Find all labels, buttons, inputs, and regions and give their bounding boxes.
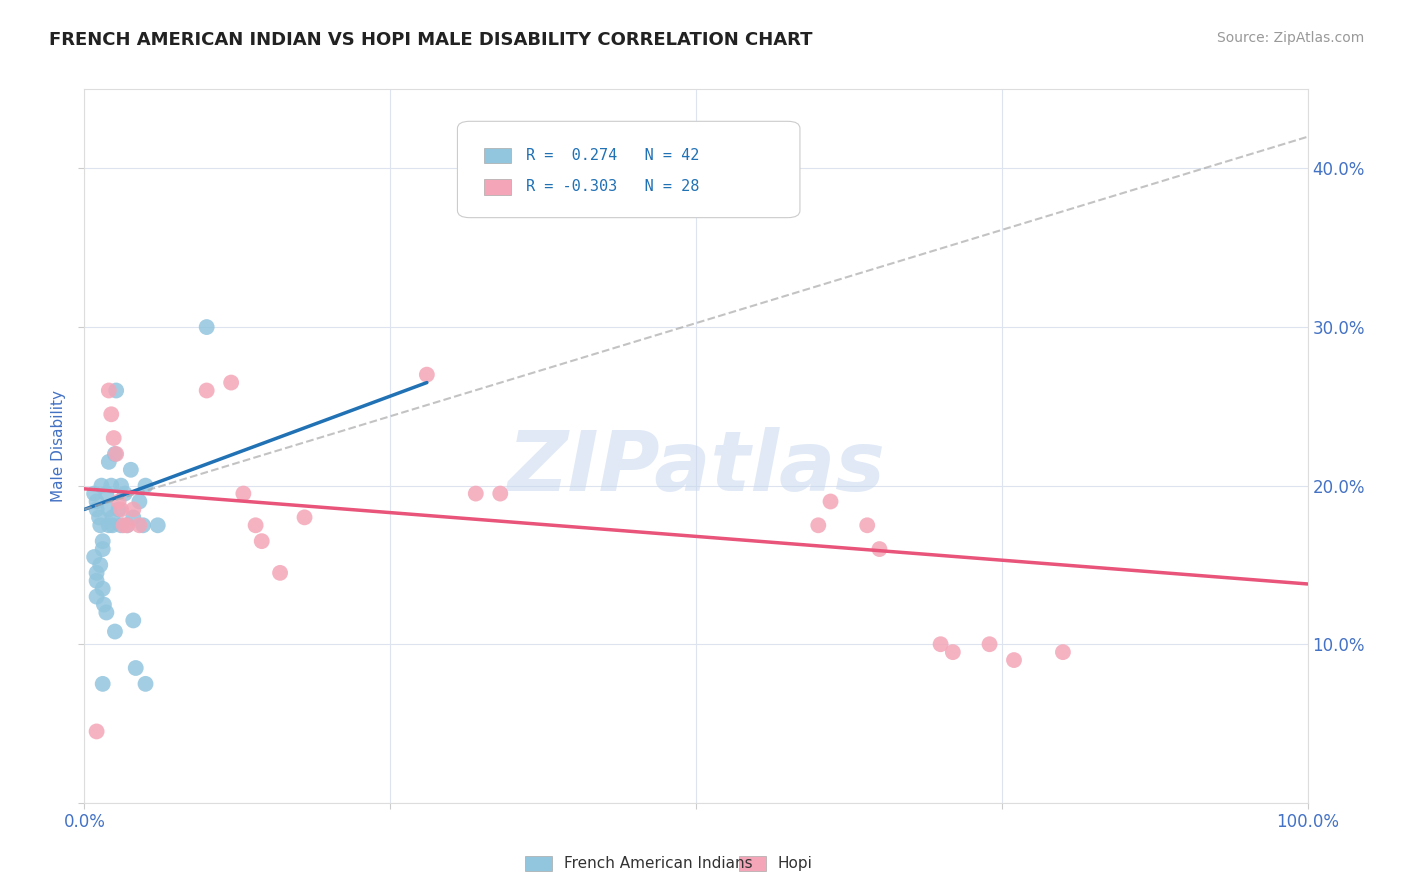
Point bbox=[89, 518, 111, 533]
Text: French American Indians: French American Indians bbox=[564, 856, 752, 871]
Point bbox=[87, 510, 110, 524]
Point bbox=[110, 518, 132, 533]
Point bbox=[96, 606, 118, 620]
Point bbox=[104, 624, 127, 639]
Point bbox=[856, 518, 879, 533]
Point bbox=[122, 614, 145, 628]
Point bbox=[83, 486, 105, 500]
Point bbox=[97, 518, 120, 533]
Text: FRENCH AMERICAN INDIAN VS HOPI MALE DISABILITY CORRELATION CHART: FRENCH AMERICAN INDIAN VS HOPI MALE DISA… bbox=[49, 31, 813, 49]
Point bbox=[250, 534, 273, 549]
Point bbox=[115, 518, 138, 533]
Point bbox=[110, 502, 132, 516]
Point bbox=[416, 368, 439, 382]
Point bbox=[128, 494, 150, 508]
FancyBboxPatch shape bbox=[524, 855, 551, 871]
Point bbox=[103, 431, 125, 445]
Point bbox=[91, 582, 114, 596]
Point bbox=[90, 478, 112, 492]
Point bbox=[100, 407, 122, 421]
Point bbox=[232, 486, 254, 500]
Point bbox=[107, 502, 129, 516]
Point bbox=[135, 677, 157, 691]
Point bbox=[93, 598, 115, 612]
Point bbox=[1002, 653, 1025, 667]
FancyBboxPatch shape bbox=[484, 179, 512, 194]
Point bbox=[294, 510, 316, 524]
Point bbox=[195, 384, 218, 398]
Point bbox=[105, 384, 128, 398]
Text: R = -0.303   N = 28: R = -0.303 N = 28 bbox=[526, 179, 699, 194]
FancyBboxPatch shape bbox=[457, 121, 800, 218]
Text: Hopi: Hopi bbox=[778, 856, 813, 871]
Point bbox=[942, 645, 965, 659]
Point bbox=[86, 566, 108, 580]
Point bbox=[101, 510, 124, 524]
Point bbox=[195, 320, 218, 334]
Point bbox=[97, 502, 120, 516]
Point bbox=[120, 463, 142, 477]
Point bbox=[97, 384, 120, 398]
Point bbox=[107, 494, 129, 508]
Point bbox=[105, 447, 128, 461]
Text: R =  0.274   N = 42: R = 0.274 N = 42 bbox=[526, 148, 699, 163]
Point bbox=[100, 478, 122, 492]
Point bbox=[86, 590, 108, 604]
Point bbox=[91, 542, 114, 557]
Point bbox=[86, 502, 108, 516]
FancyBboxPatch shape bbox=[484, 148, 512, 163]
Point bbox=[820, 494, 842, 508]
Point bbox=[89, 558, 111, 572]
FancyBboxPatch shape bbox=[738, 855, 766, 871]
Text: Source: ZipAtlas.com: Source: ZipAtlas.com bbox=[1216, 31, 1364, 45]
Point bbox=[929, 637, 952, 651]
Point bbox=[125, 661, 148, 675]
Point bbox=[114, 486, 136, 500]
Point bbox=[269, 566, 291, 580]
Point bbox=[122, 502, 145, 516]
Point bbox=[245, 518, 267, 533]
Point bbox=[101, 518, 124, 533]
Text: ZIPatlas: ZIPatlas bbox=[508, 427, 884, 508]
Point bbox=[219, 376, 242, 390]
Point bbox=[146, 518, 169, 533]
Point bbox=[869, 542, 891, 557]
Point bbox=[489, 486, 512, 500]
Point bbox=[83, 549, 105, 564]
Point bbox=[464, 486, 486, 500]
Point bbox=[122, 510, 145, 524]
Point bbox=[112, 518, 135, 533]
Point bbox=[115, 518, 138, 533]
Point bbox=[128, 518, 150, 533]
Point bbox=[132, 518, 155, 533]
Point bbox=[96, 486, 118, 500]
Y-axis label: Male Disability: Male Disability bbox=[51, 390, 66, 502]
Point bbox=[1052, 645, 1074, 659]
Point bbox=[86, 574, 108, 588]
Point bbox=[104, 447, 127, 461]
Point bbox=[110, 478, 132, 492]
Point bbox=[91, 534, 114, 549]
Point bbox=[807, 518, 830, 533]
Point bbox=[86, 724, 108, 739]
Point bbox=[86, 494, 108, 508]
Point bbox=[97, 455, 120, 469]
Point bbox=[135, 478, 157, 492]
Point bbox=[91, 677, 114, 691]
Point bbox=[979, 637, 1001, 651]
